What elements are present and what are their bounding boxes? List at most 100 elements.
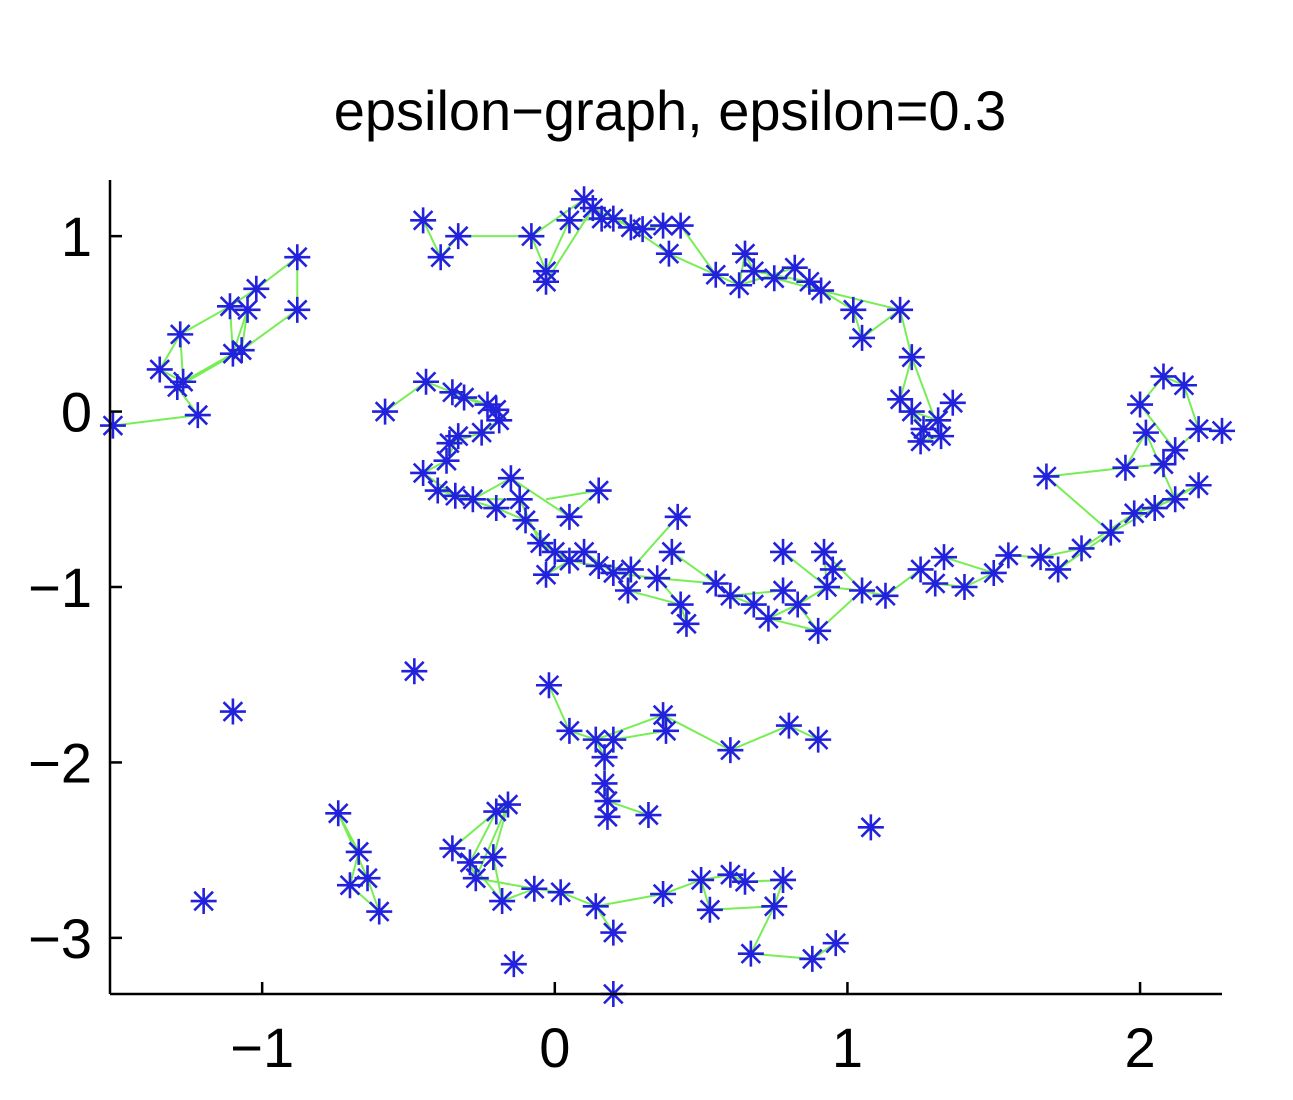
data-point [413,368,440,395]
data-point [635,802,662,829]
data-point [805,726,832,753]
data-point [401,658,428,685]
graph-edge [910,356,943,437]
data-point [887,386,914,413]
data-point [653,717,679,744]
data-point [547,879,574,906]
graph-edge [495,507,526,522]
graph-edge [767,603,799,620]
graph-edge [820,289,854,311]
data-point [489,888,516,915]
data-point [433,447,460,474]
data-point [556,547,583,574]
data-point [655,240,682,267]
data-point [600,205,627,232]
graph-edge [773,879,785,907]
graph-edge [472,477,512,501]
data-point [556,207,583,234]
ticks-layer: −1 0 1 2 1 0 −1 −2 −3 [28,205,1156,1079]
graph-edge [715,273,740,287]
data-point [717,737,744,764]
data-point [755,605,782,632]
data-point [664,503,691,530]
graph-edge [899,356,913,400]
data-point [732,868,759,895]
data-point [579,195,606,222]
data-point [372,398,399,425]
data-point [717,861,744,888]
data-point [784,591,811,618]
data-point [907,556,934,583]
data-point [980,559,1007,586]
chart-title: epsilon−graph, epsilon=0.3 [333,79,1007,142]
data-point [840,296,867,323]
data-point [898,398,925,425]
graph-edge [1163,375,1185,387]
data-point [571,538,598,565]
graph-edge [1183,384,1200,430]
graph-edge [492,856,504,902]
data-point [1141,495,1168,522]
graph-edge [668,252,717,276]
graph-edge [445,435,460,462]
data-point [928,423,955,450]
graph-edge [159,368,184,383]
y-tick-label: −1 [28,556,92,619]
points-layer [99,186,1235,1007]
x-tick-label: 2 [1124,1016,1155,1079]
graph-edge [530,198,585,237]
data-point [585,552,612,579]
y-tick-label: 0 [61,381,92,444]
data-point [184,402,211,429]
data-point [650,881,677,908]
data-point [819,556,846,583]
data-point [600,919,627,946]
graph-edge [749,905,776,955]
data-point [925,407,952,434]
data-point [459,486,486,513]
graph-edge [730,594,755,606]
graph-edge [738,266,796,287]
data-point [594,788,621,815]
data-point [761,893,788,920]
data-point [1097,519,1124,546]
data-point [740,591,767,618]
data-point [521,875,548,902]
graph-edge [679,225,717,276]
data-point [995,542,1022,569]
graph-edge [475,877,535,890]
data-point [439,835,466,862]
graph-edge [422,459,447,474]
data-point [582,726,609,753]
data-point [494,791,521,818]
graph-edge [797,586,828,606]
data-point [1150,451,1177,478]
data-point [234,296,261,323]
graph-edge [425,380,453,394]
data-point [614,577,641,604]
data-point [857,814,884,841]
data-point [726,272,753,299]
graph-edge [768,617,819,632]
graph-edge [943,556,995,574]
data-point [1121,500,1148,527]
data-point [436,430,463,457]
data-point [336,872,363,899]
graph-edge [852,309,864,339]
data-point [939,389,966,416]
data-point [535,672,562,699]
data-point [427,244,454,271]
data-point [167,321,194,348]
data-point [931,544,957,571]
data-point [500,951,527,978]
data-point [533,561,560,588]
graph-edge [112,414,198,427]
data-point [1068,535,1095,562]
data-point [442,482,469,509]
data-point [556,717,583,744]
data-point [474,391,501,418]
data-point [99,412,126,439]
data-point [164,374,191,401]
graph-edge [348,851,360,886]
